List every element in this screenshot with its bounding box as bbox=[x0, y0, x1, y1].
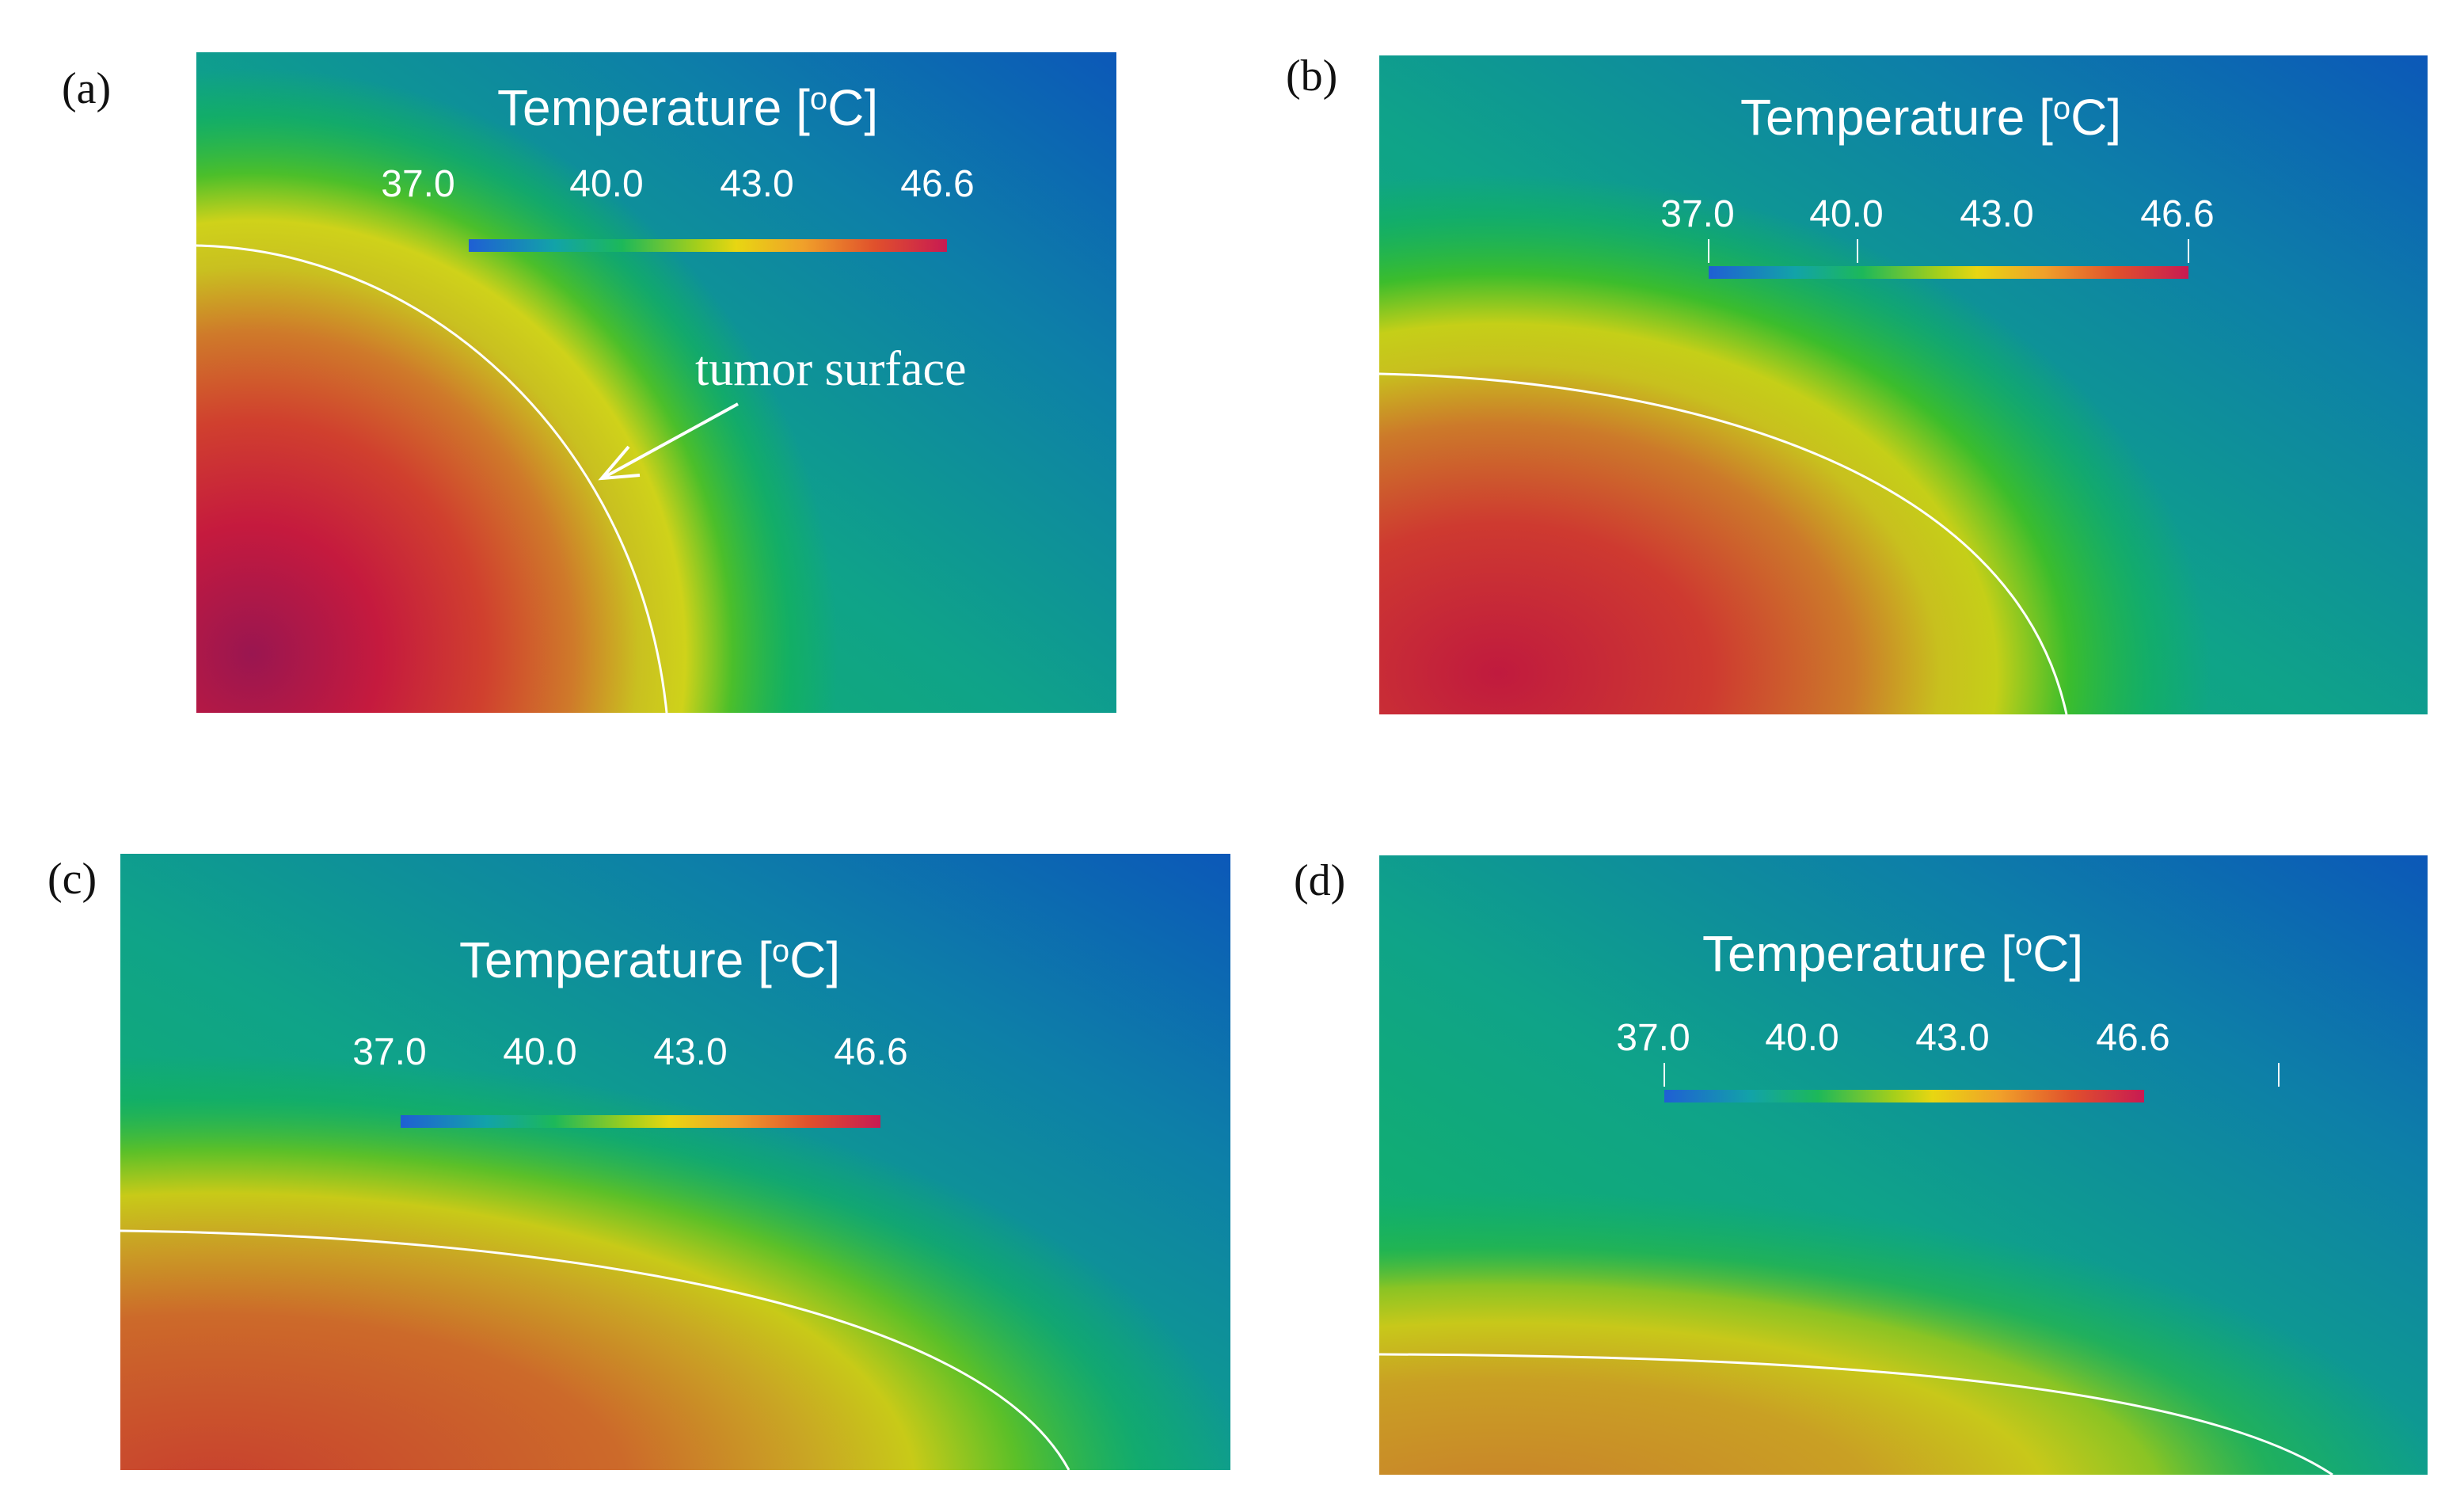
annotation-arrow-head bbox=[598, 445, 641, 481]
colorbar-tick: 43.0 bbox=[1915, 1017, 1989, 1059]
colorbar bbox=[469, 239, 947, 252]
colorbar-tick: 46.6 bbox=[900, 163, 974, 205]
colorbar-title: Temperature [oC] bbox=[1702, 925, 2083, 982]
temperature-plot-a: Temperature [oC] 37.0 40.0 43.0 46.6 tum… bbox=[196, 52, 1116, 713]
colorbar-title: Temperature [oC] bbox=[459, 931, 840, 988]
tumor-surface-contour bbox=[1379, 372, 2068, 714]
heat-zone bbox=[120, 854, 1230, 1470]
colorbar-tick: 43.0 bbox=[720, 163, 793, 205]
colorbar bbox=[1709, 266, 2188, 279]
heat-zone bbox=[196, 52, 1116, 713]
colorbar-tick: 37.0 bbox=[1616, 1017, 1690, 1059]
tumor-surface-contour bbox=[120, 1229, 1070, 1470]
annotation-arrow-shaft bbox=[604, 402, 739, 478]
panel-label-c: (c) bbox=[48, 855, 97, 904]
panel-label-b: (b) bbox=[1286, 51, 1338, 101]
colorbar-title: Temperature [oC] bbox=[1740, 89, 2121, 146]
temperature-plot-c: Temperature [oC] 37.0 40.0 43.0 46.6 bbox=[120, 854, 1230, 1470]
colorbar-tick: 43.0 bbox=[653, 1031, 727, 1073]
colorbar-tick: 37.0 bbox=[381, 163, 454, 205]
colorbar-title: Temperature [oC] bbox=[497, 79, 878, 136]
colorbar bbox=[401, 1115, 880, 1128]
heat-zone bbox=[1379, 55, 2428, 714]
colorbar-tick: 40.0 bbox=[569, 163, 643, 205]
panel-label-a: (a) bbox=[62, 64, 112, 113]
colorbar-tick: 46.6 bbox=[2140, 193, 2214, 235]
colorbar-tick: 46.6 bbox=[834, 1031, 907, 1073]
colorbar-tick: 43.0 bbox=[1960, 193, 2033, 235]
colorbar-tick: 46.6 bbox=[2096, 1017, 2169, 1059]
colorbar-tick: 40.0 bbox=[1765, 1017, 1838, 1059]
colorbar-tick: 37.0 bbox=[352, 1031, 426, 1073]
tumor-surface-contour bbox=[1379, 1353, 2333, 1475]
colorbar bbox=[1664, 1090, 2144, 1102]
tumor-surface-contour bbox=[196, 244, 668, 713]
temperature-plot-d: Temperature [oC] 37.0 40.0 43.0 46.6 bbox=[1379, 855, 2428, 1475]
tumor-surface-label: tumor surface bbox=[695, 342, 967, 396]
temperature-plot-b: Temperature [oC] 37.0 40.0 43.0 46.6 bbox=[1379, 55, 2428, 714]
panel-label-d: (d) bbox=[1294, 856, 1346, 905]
heat-zone bbox=[1379, 855, 2428, 1475]
colorbar-tick: 40.0 bbox=[1809, 193, 1883, 235]
colorbar-tick: 40.0 bbox=[503, 1031, 576, 1073]
colorbar-tick: 37.0 bbox=[1660, 193, 1734, 235]
